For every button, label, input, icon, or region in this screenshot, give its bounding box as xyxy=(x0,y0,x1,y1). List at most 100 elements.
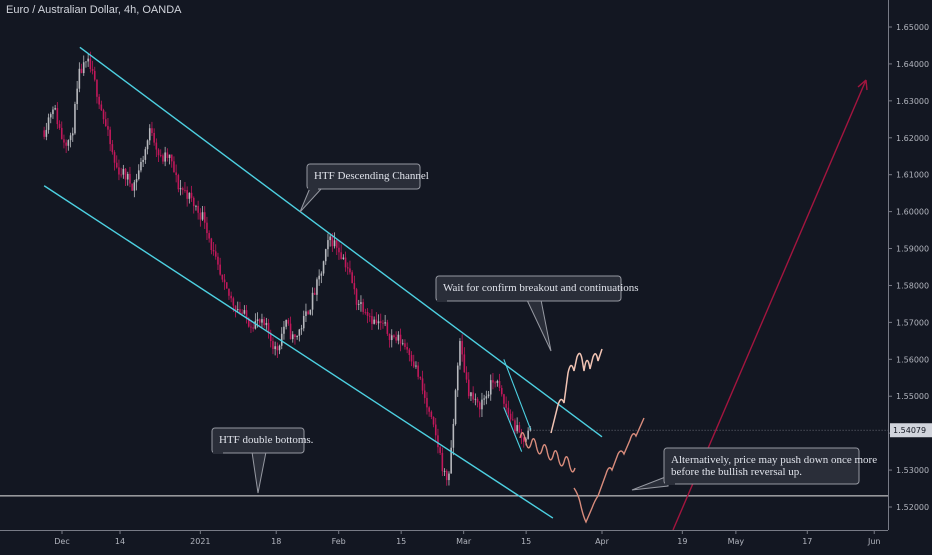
candle-down xyxy=(368,315,371,317)
candle-up xyxy=(360,302,362,304)
time-tick-label: Feb xyxy=(332,537,346,546)
callout-bottoms: HTF double bottoms. xyxy=(211,427,314,494)
candle-down xyxy=(228,288,230,296)
candle-down xyxy=(349,268,351,273)
candle-down xyxy=(461,341,463,355)
callout-bottoms-box xyxy=(211,427,305,454)
time-tick-label: 15 xyxy=(396,537,406,546)
callout-breakout: Wait for confirm breakout and continuati… xyxy=(435,275,639,352)
channel-line-lower xyxy=(43,185,554,519)
candle-down xyxy=(80,68,83,74)
candle-down xyxy=(56,108,59,125)
candle-down xyxy=(355,289,358,305)
price-tick-label: 1.58000 xyxy=(896,281,929,290)
candle-down xyxy=(382,322,384,324)
candle-down xyxy=(91,69,94,71)
callout-alternative-box xyxy=(663,447,860,485)
candle-up xyxy=(470,392,472,397)
candle-down xyxy=(100,104,103,111)
candle-up xyxy=(201,212,204,220)
price-tick-label: 1.60000 xyxy=(896,208,929,217)
candle-up xyxy=(265,322,268,326)
candle-up xyxy=(397,334,400,341)
time-tick-label: 2021 xyxy=(190,537,210,546)
candle-down xyxy=(113,152,116,163)
candle-up xyxy=(318,275,320,280)
candle-down xyxy=(65,142,67,146)
candle-up xyxy=(311,292,314,310)
candle-down xyxy=(252,327,254,329)
candle-down xyxy=(206,222,208,234)
candle-down xyxy=(104,119,107,127)
candle-up xyxy=(450,447,452,474)
time-tick-label: 15 xyxy=(521,537,531,546)
candle-down xyxy=(441,452,444,472)
candle-down xyxy=(232,298,235,306)
candle-down xyxy=(212,249,215,252)
candle-down xyxy=(115,162,118,168)
candle-down xyxy=(173,161,175,173)
last-price-badge xyxy=(890,423,932,438)
candle-down xyxy=(511,419,514,421)
candle-up xyxy=(401,343,404,345)
candle-down xyxy=(63,139,65,143)
candle-down xyxy=(239,309,241,313)
candle-down xyxy=(522,437,525,442)
price-tick-label: 1.63000 xyxy=(896,97,929,106)
candle-down xyxy=(406,346,408,350)
candle-down xyxy=(43,130,45,137)
candle-up xyxy=(137,170,140,180)
wedge-line xyxy=(503,359,532,430)
candle-down xyxy=(478,402,481,410)
candle-down xyxy=(503,394,505,404)
candle-down xyxy=(509,413,512,420)
candle-up xyxy=(296,335,298,338)
candle-up xyxy=(527,430,529,439)
candle-up xyxy=(135,179,138,183)
candle-down xyxy=(432,417,435,425)
candle-up xyxy=(489,380,492,395)
candle-down xyxy=(445,470,448,481)
callout-channel-box xyxy=(306,163,421,190)
candle-up xyxy=(76,88,78,105)
candle-up xyxy=(142,159,144,162)
candle-down xyxy=(476,398,479,403)
candle-down xyxy=(230,295,232,299)
candle-up xyxy=(67,140,70,146)
candle-down xyxy=(124,168,127,180)
candle-down xyxy=(340,252,342,260)
price-tick-label: 1.52000 xyxy=(896,503,929,512)
candle-down xyxy=(500,388,503,395)
candle-down xyxy=(428,407,430,412)
candle-down xyxy=(208,233,210,239)
candle-down xyxy=(111,144,114,153)
price-tick-label: 1.61000 xyxy=(896,171,929,180)
candle-up xyxy=(45,129,48,137)
candle-down xyxy=(58,124,61,128)
candle-down xyxy=(419,376,422,379)
candle-down xyxy=(371,316,373,324)
candle-down xyxy=(426,397,428,408)
callout-alternative-text: Alternatively, price may push down once … xyxy=(671,454,877,466)
candle-down xyxy=(518,425,521,433)
candle-up xyxy=(283,326,285,334)
candle-up xyxy=(454,390,457,425)
candle-down xyxy=(410,355,413,362)
candle-up xyxy=(309,309,312,315)
candle-up xyxy=(87,58,89,62)
candle-down xyxy=(184,190,186,191)
candle-up xyxy=(85,61,87,63)
time-tick-label: Apr xyxy=(595,537,610,546)
candle-down xyxy=(494,382,496,384)
candle-up xyxy=(274,346,276,350)
candle-up xyxy=(71,133,74,136)
candle-down xyxy=(430,411,433,418)
time-tick-label: Mar xyxy=(456,537,472,546)
candle-down xyxy=(331,236,334,247)
candle-up xyxy=(78,68,81,89)
candle-up xyxy=(496,381,499,383)
candle-down xyxy=(388,333,391,341)
price-tick-label: 1.62000 xyxy=(896,134,929,143)
